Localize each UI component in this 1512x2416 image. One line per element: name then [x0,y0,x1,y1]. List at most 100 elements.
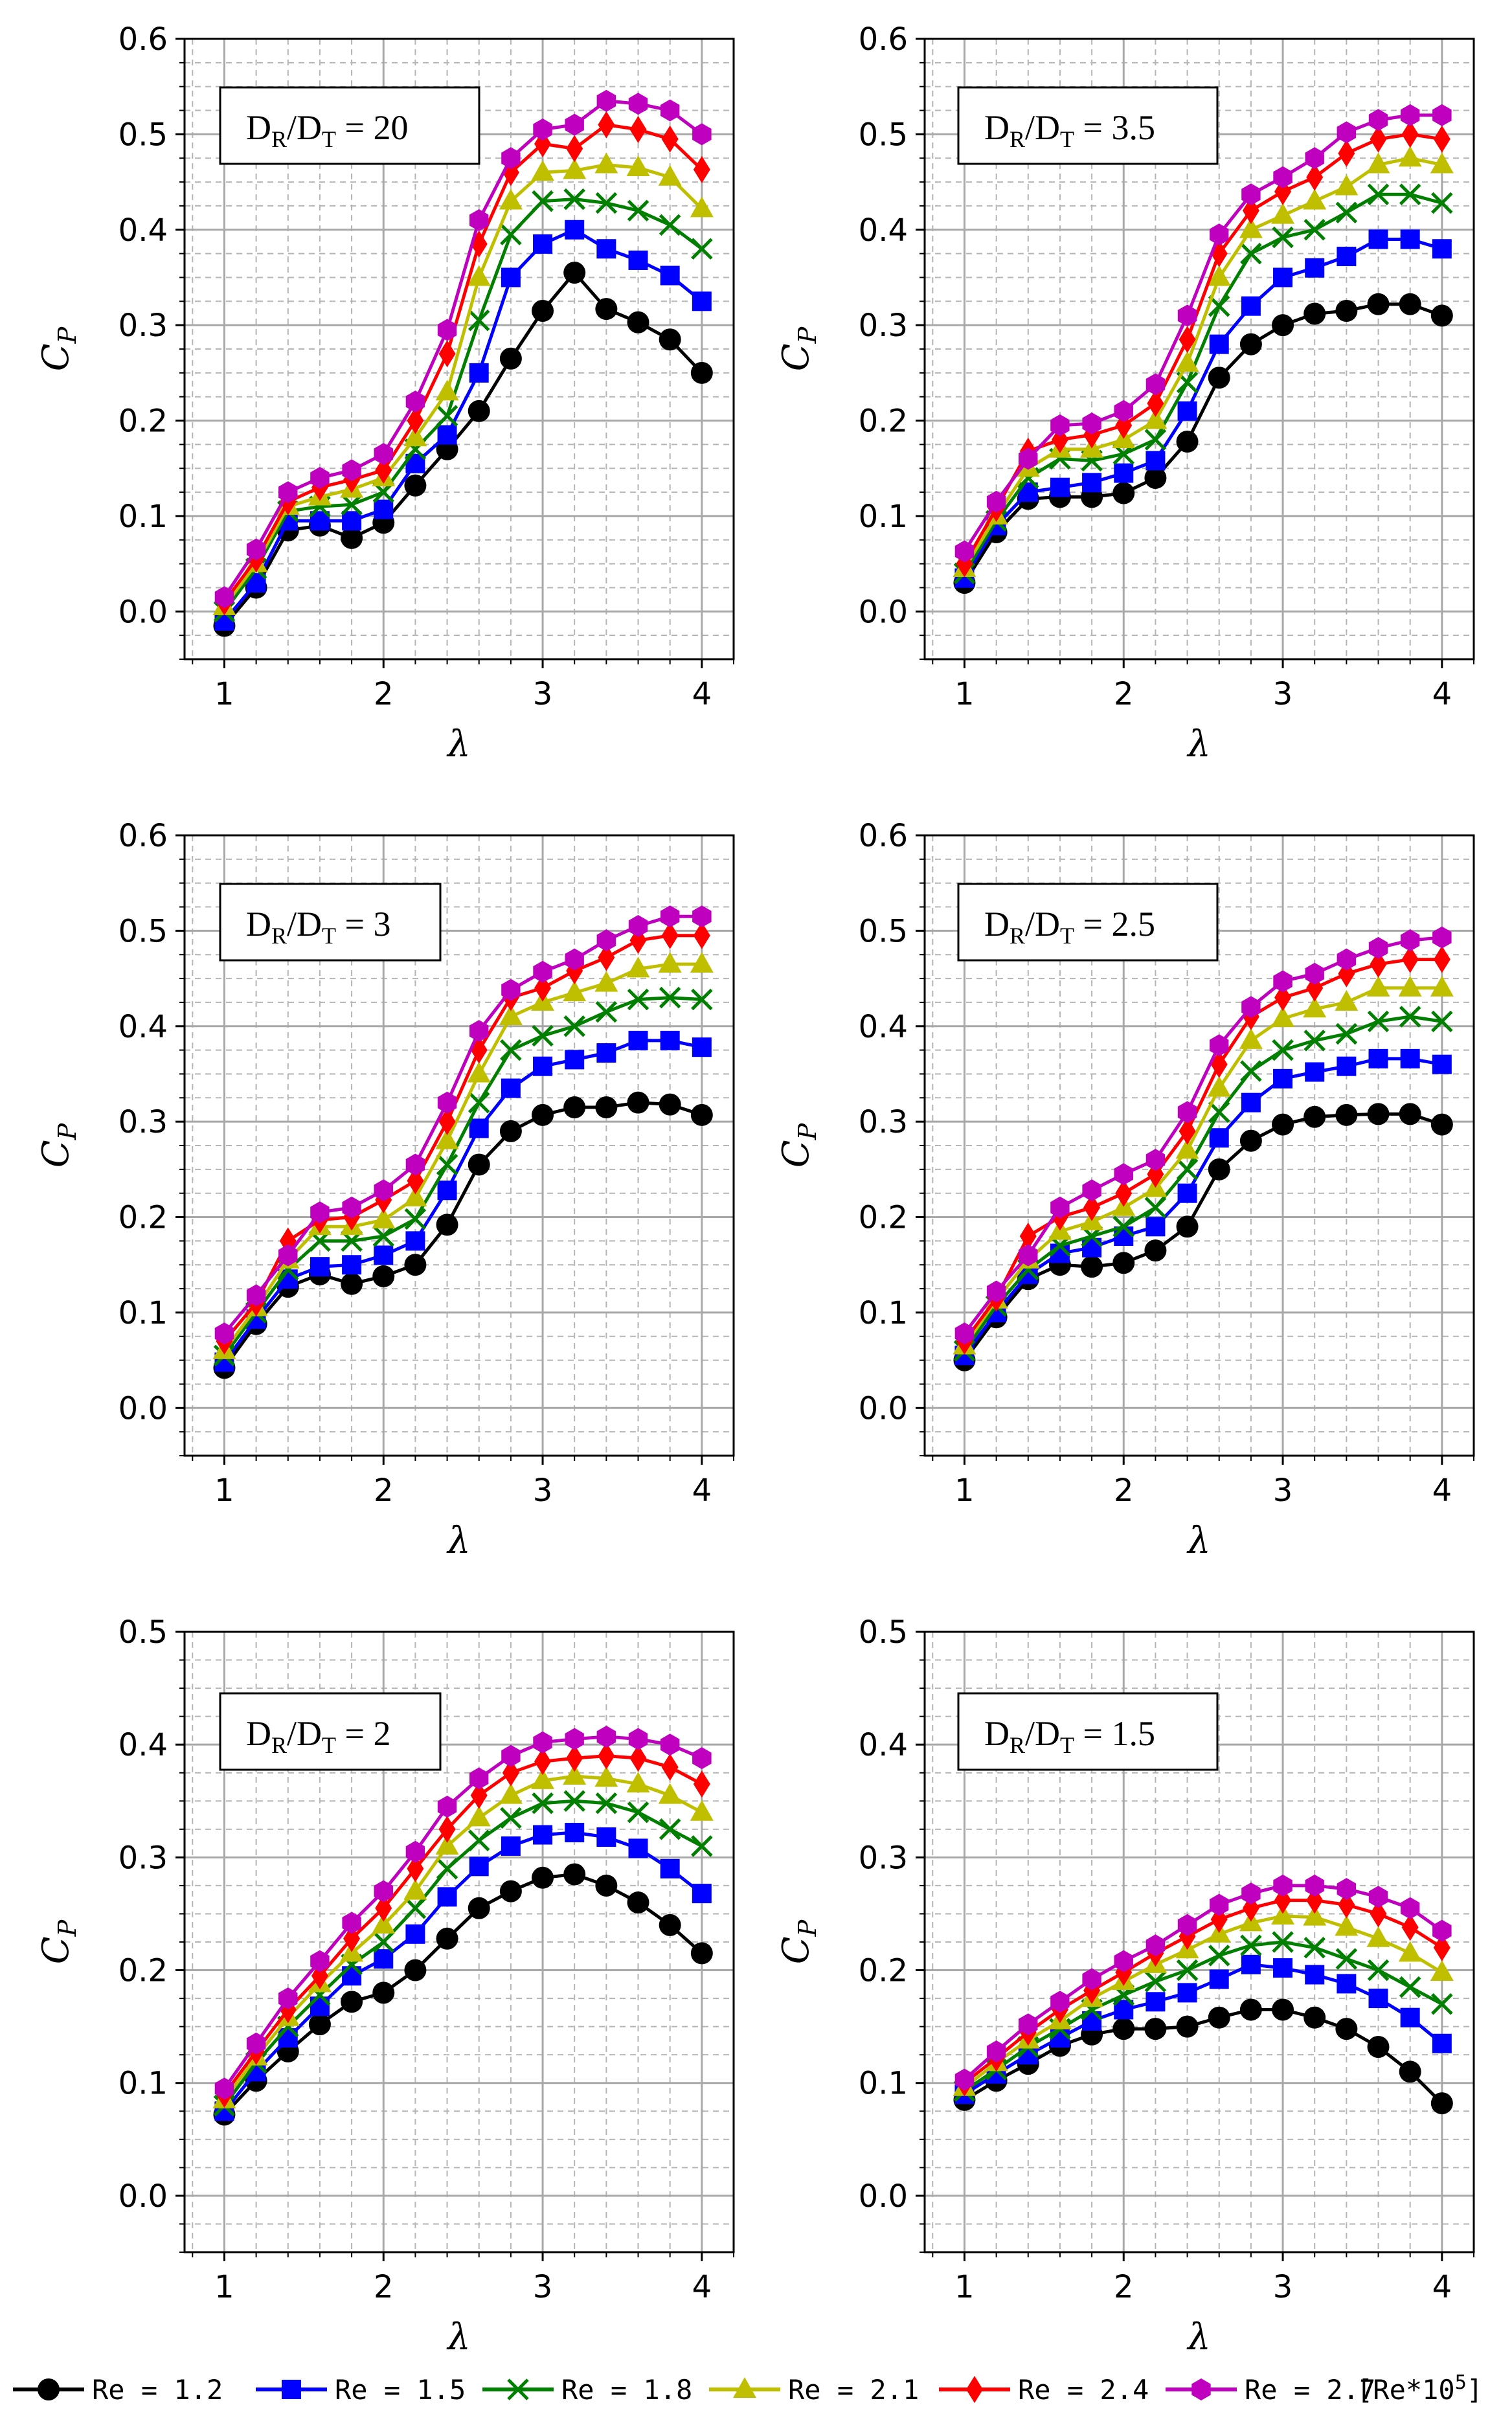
panel-annotation: DR/DT = 3.5 [984,108,1155,152]
y-axis-label-subscript: P [793,1122,822,1140]
data-point [1239,1998,1262,2021]
annotation-subscript: R [271,1732,287,1758]
series-line [963,958,1442,1342]
series-line [963,156,1443,570]
annotation-subscript: T [1060,126,1074,152]
data-point [1432,239,1452,259]
series-line [963,302,1443,584]
data-point [437,425,457,445]
data-point [1114,1950,1133,1972]
y-tick-label: 0.0 [859,594,908,630]
data-point [1050,1991,1070,2013]
data-point [405,390,425,413]
data-point [501,147,521,170]
data-point [626,155,650,176]
data-point [437,1887,457,1907]
data-point [1335,2018,1358,2040]
data-point [659,1093,681,1116]
data-point [1399,293,1421,315]
data-point [1145,1934,1166,1957]
x-tick-label: 1 [214,2269,234,2305]
data-point [375,1894,392,1922]
data-point [1399,1103,1421,1125]
data-point [660,1858,680,1879]
axis-ticks: 1 2 3 4 0.0 0.1 0.2 0.3 0.4 0.5 [859,1614,1474,2305]
series [214,905,712,1345]
series-line [964,1940,1443,2092]
data-point [1367,183,1390,206]
x-tick-label: 2 [1114,676,1134,712]
data-point [407,1855,424,1882]
data-point [1145,1217,1166,1237]
data-point [468,1829,490,1852]
data-point [1241,1092,1261,1112]
y-axis-label: CP [775,326,822,371]
data-point [690,196,714,218]
data-point [1144,1197,1167,1219]
data-point [1367,1103,1390,1125]
data-point [566,135,583,163]
y-tick-label: 0.3 [118,1104,168,1140]
data-point [1370,1900,1387,1928]
x-tick-label: 4 [692,676,712,712]
data-point [1335,201,1358,224]
data-point [1241,996,1261,1019]
panel-annotation: DR/DT = 20 [246,108,408,152]
data-point [661,125,679,153]
data-point [595,1874,618,1897]
data-point [565,113,584,136]
y-axis-label-main: C [775,343,817,371]
data-point [467,1805,491,1827]
axis-ticks: 1 2 3 4 0.0 0.1 0.2 0.3 0.4 0.5 0.6 [118,818,734,1509]
x-axis-label: λ [1186,1520,1211,1562]
legend-item: Re = 2.1 [709,2374,919,2406]
series-line [223,198,703,613]
data-point [468,400,490,422]
data-point [437,1796,457,1818]
data-point [1335,1103,1358,1126]
data-point [692,291,712,311]
axis-ticks: 1 2 3 4 0.0 0.1 0.2 0.3 0.4 0.5 [118,1614,734,2305]
data-point [1366,1926,1390,1947]
legend-units-end: ] [1467,2374,1483,2406]
data-point [1401,929,1420,952]
panel-annotation-box [957,1692,1219,1771]
x-tick-label: 3 [533,2269,553,2305]
data-point [403,1879,427,1900]
y-axis-label-main: C [775,1140,817,1168]
data-point [1305,1062,1325,1082]
data-point [1019,1244,1038,1267]
legend-marker [733,2377,756,2398]
data-point [690,951,714,973]
series-line [223,271,703,627]
data-point [438,340,456,368]
data-point [372,1931,395,1953]
data-point [532,300,554,322]
data-point [692,1037,712,1057]
series-line [223,1754,703,2095]
series-line [223,1039,703,1364]
x-tick-label: 2 [374,676,394,712]
data-point [691,1835,713,1857]
data-point [1303,1936,1326,1959]
y-axis-label-subscript: P [53,326,82,344]
data-point [469,1857,489,1877]
y-tick-label: 0.5 [118,913,168,949]
data-point [596,1726,616,1748]
data-point [565,1728,584,1750]
legend-label: Re = 2.7 [1245,2374,1375,2406]
series-line [223,1101,703,1369]
data-point [435,1833,459,1855]
series-line [963,986,1442,1347]
data-point [660,99,680,122]
legend-marker [507,2378,529,2400]
y-tick-label: 0.1 [859,2066,908,2102]
data-point [1401,120,1419,148]
data-point [1241,183,1261,206]
data-point [1367,1010,1390,1033]
data-point [1271,203,1295,224]
series [214,1726,712,2100]
series [953,1998,1453,2115]
data-point [1240,242,1262,265]
